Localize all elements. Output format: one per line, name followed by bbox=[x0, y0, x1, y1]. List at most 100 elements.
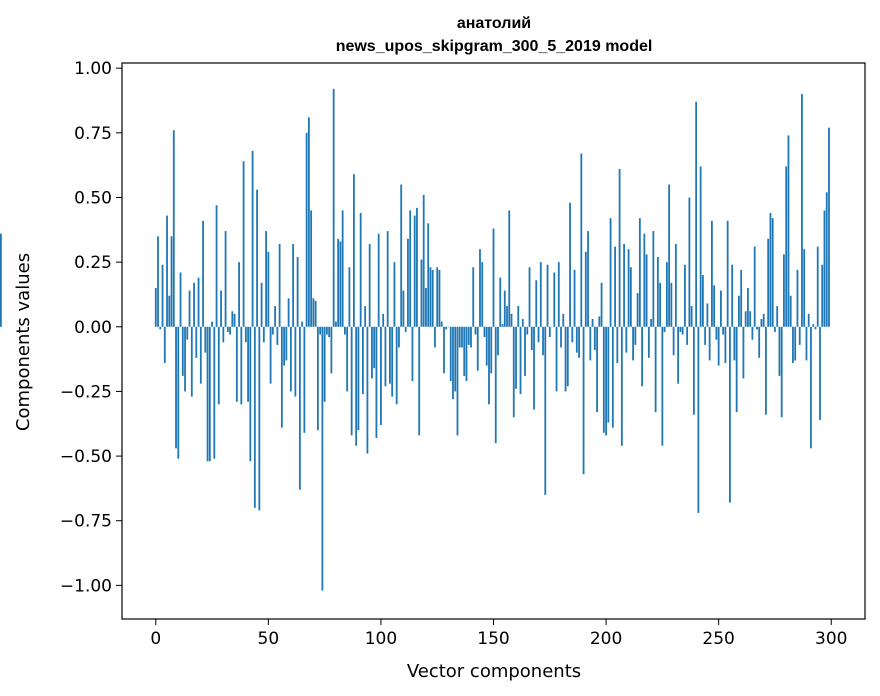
bar bbox=[452, 326, 454, 400]
bar bbox=[735, 326, 738, 413]
bar bbox=[571, 326, 574, 343]
bar bbox=[510, 313, 513, 327]
bar bbox=[353, 174, 355, 327]
bar bbox=[749, 311, 752, 327]
bar bbox=[427, 223, 430, 327]
bar bbox=[796, 269, 799, 327]
bar bbox=[443, 326, 445, 374]
bar bbox=[305, 132, 308, 327]
bar bbox=[280, 326, 283, 428]
bar bbox=[159, 326, 162, 330]
bar bbox=[596, 326, 598, 413]
bar bbox=[298, 326, 301, 490]
bar bbox=[564, 326, 567, 392]
bar bbox=[593, 326, 596, 351]
bar bbox=[454, 326, 457, 392]
bar bbox=[330, 326, 333, 374]
bar bbox=[515, 326, 517, 389]
plot-frame bbox=[121, 62, 866, 620]
bar bbox=[285, 326, 288, 361]
bar bbox=[650, 319, 653, 327]
bar bbox=[229, 326, 231, 335]
bar bbox=[787, 135, 790, 327]
bar bbox=[535, 280, 538, 327]
bar bbox=[533, 326, 535, 410]
bar bbox=[319, 326, 322, 335]
bar bbox=[242, 161, 245, 327]
bar bbox=[204, 326, 207, 353]
bar bbox=[247, 326, 249, 402]
bar bbox=[438, 269, 441, 327]
bar bbox=[456, 326, 459, 436]
bar bbox=[821, 264, 824, 327]
bar bbox=[274, 306, 276, 327]
bar bbox=[722, 326, 725, 335]
bar bbox=[512, 326, 515, 418]
bar bbox=[186, 326, 189, 340]
bar bbox=[163, 326, 166, 363]
bar bbox=[465, 326, 468, 382]
bar bbox=[738, 295, 740, 327]
y-axis-label: Components values bbox=[13, 253, 34, 431]
bar bbox=[598, 316, 601, 327]
bar bbox=[362, 326, 364, 395]
bar bbox=[420, 259, 423, 327]
bar bbox=[461, 326, 463, 348]
bar bbox=[463, 326, 466, 376]
y-tick-label: −1.00 bbox=[60, 576, 112, 596]
bar bbox=[580, 153, 583, 327]
bar bbox=[695, 101, 698, 327]
bar bbox=[625, 326, 628, 353]
bar bbox=[715, 326, 718, 340]
bar bbox=[436, 267, 439, 327]
bar bbox=[724, 326, 727, 363]
x-axis-label: Vector components bbox=[407, 661, 581, 682]
bar bbox=[314, 300, 317, 327]
bar bbox=[783, 254, 785, 327]
bar bbox=[332, 88, 335, 327]
bar bbox=[350, 326, 353, 436]
x-tick-label: 300 bbox=[815, 629, 847, 649]
bar bbox=[825, 192, 828, 327]
bar bbox=[206, 326, 209, 462]
bar bbox=[483, 326, 486, 338]
bar bbox=[778, 326, 781, 376]
bar bbox=[686, 326, 689, 345]
bar bbox=[792, 326, 794, 363]
bar bbox=[409, 210, 412, 327]
bar bbox=[170, 236, 173, 327]
bar bbox=[177, 326, 180, 459]
bar bbox=[339, 241, 342, 327]
bar bbox=[805, 326, 808, 361]
bar bbox=[195, 326, 198, 358]
y-tick-label: −0.75 bbox=[60, 512, 112, 532]
y-tick-label: −0.25 bbox=[60, 382, 112, 402]
bar bbox=[395, 326, 398, 405]
bar bbox=[222, 326, 225, 343]
bar bbox=[600, 282, 603, 327]
bars-group bbox=[0, 88, 830, 591]
bar bbox=[355, 326, 358, 446]
bar bbox=[634, 326, 637, 345]
bar bbox=[485, 326, 488, 366]
bar bbox=[620, 326, 623, 446]
y-tick-label: −0.50 bbox=[60, 447, 112, 467]
bar bbox=[348, 267, 351, 327]
bar bbox=[287, 298, 290, 327]
bar bbox=[449, 326, 452, 382]
bar bbox=[537, 326, 540, 343]
bar bbox=[506, 306, 508, 327]
y-tick-label: 0.00 bbox=[74, 318, 112, 338]
bar bbox=[184, 326, 186, 392]
bar bbox=[528, 267, 531, 327]
bar bbox=[501, 324, 504, 327]
bar bbox=[785, 166, 788, 327]
bar bbox=[548, 326, 551, 338]
bar bbox=[265, 231, 267, 327]
bar bbox=[652, 231, 655, 327]
chart-subtitle: news_upos_skipgram_300_5_2019 model bbox=[336, 38, 653, 55]
bar bbox=[672, 326, 675, 356]
bar bbox=[668, 184, 671, 327]
bar bbox=[704, 326, 707, 345]
